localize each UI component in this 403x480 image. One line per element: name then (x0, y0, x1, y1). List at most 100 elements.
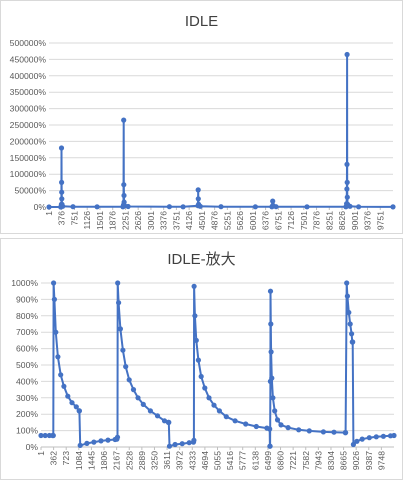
data-point (296, 427, 302, 433)
data-point (42, 432, 48, 439)
x-tick-label: 3972 (175, 451, 185, 470)
data-point (105, 437, 111, 443)
data-point (390, 204, 396, 210)
x-tick-label: 4876 (210, 211, 220, 230)
chart-idle-zoom: IDLE-放大 0% 100% 200% 300% 400% 500% 600% 700% 80… (11, 251, 397, 470)
data-point (206, 395, 212, 401)
x-tick-label: 2167 (112, 451, 122, 470)
x-tick-label: 1445 (86, 451, 96, 470)
y-tick-label: 400% (16, 376, 38, 386)
x-tick-label: 8665 (339, 451, 349, 470)
data-point (391, 432, 397, 439)
x-tick-label: 3751 (171, 211, 181, 230)
series-line (49, 53, 394, 208)
data-point (274, 417, 281, 423)
data-point (354, 438, 360, 444)
x-tick-label: 1 (36, 451, 46, 456)
x-tick-label: 2626 (133, 211, 143, 230)
data-point (116, 300, 122, 306)
data-point (268, 321, 274, 327)
x-tick-label: 6751 (273, 211, 283, 230)
data-point (344, 179, 350, 185)
x-tick-label: 4126 (184, 211, 194, 230)
data-point (347, 203, 353, 209)
x-tick-label: 6138 (250, 451, 260, 470)
x-tick-label: 9001 (350, 211, 360, 230)
data-point (373, 434, 379, 440)
x-tick-label: 2251 (120, 211, 130, 230)
x-tick-label: 7126 (286, 211, 296, 230)
data-point (73, 404, 79, 410)
y-tick-label: 500% (16, 360, 38, 370)
data-point (191, 283, 197, 289)
x-tick-label: 3611 (162, 451, 172, 470)
data-point (121, 192, 127, 199)
data-point (115, 280, 121, 286)
x-tick-label: 5416 (225, 451, 235, 470)
data-point (366, 435, 372, 441)
y-tick-label: 150000% (10, 153, 47, 163)
data-point (195, 196, 201, 202)
data-point (51, 296, 58, 302)
data-point (350, 339, 356, 345)
data-point (380, 433, 386, 439)
data-point (69, 400, 75, 406)
data-point (273, 204, 279, 210)
x-tick-label: 2889 (137, 451, 147, 470)
x-tick-label: 5626 (235, 211, 245, 230)
x-tick-label: 7221 (288, 451, 298, 470)
x-tick-label: 4501 (197, 211, 207, 230)
data-point (121, 117, 127, 123)
data-point (38, 432, 44, 439)
data-point (267, 443, 273, 449)
data-point (349, 331, 355, 337)
data-point (270, 395, 276, 401)
y-tick-label: 450000% (10, 54, 47, 64)
x-tick-label: 9026 (351, 451, 361, 470)
data-point (179, 441, 185, 447)
data-point (140, 401, 146, 407)
x-tick-label: 7876 (312, 211, 322, 230)
data-point (350, 441, 356, 448)
x-tick-label: 3001 (146, 211, 156, 230)
data-point (135, 395, 141, 401)
chart-panel-idle: IDLE 0% 50000% 100000% 150000% 200000% 250000… (0, 0, 403, 234)
data-point (223, 414, 229, 420)
data-point (53, 329, 59, 335)
data-point (346, 309, 352, 316)
data-point (59, 189, 65, 195)
data-point (344, 194, 350, 200)
data-point (84, 440, 90, 446)
data-point (195, 187, 201, 193)
data-point (347, 321, 353, 327)
x-tick-label: 9751 (375, 211, 385, 230)
data-point (267, 426, 273, 432)
data-point (344, 293, 350, 299)
x-tick-label: 8251 (324, 211, 334, 230)
data-point (192, 313, 198, 319)
data-point (268, 349, 274, 355)
y-tick-label: 200000% (10, 136, 47, 146)
data-point (320, 429, 326, 435)
data-point (344, 280, 350, 286)
data-point (147, 408, 153, 414)
y-tick-label: 0% (26, 442, 39, 452)
data-point (126, 377, 132, 383)
x-tick-label: 7582 (301, 451, 311, 470)
data-point (123, 364, 129, 370)
x-tick-label: 1806 (99, 451, 109, 470)
x-tick-label: 1876 (108, 211, 118, 230)
x-tick-label: 723 (61, 451, 71, 466)
data-point (344, 161, 350, 167)
x-tick-label: 7501 (299, 211, 309, 230)
data-point (232, 418, 238, 424)
data-point (98, 438, 104, 444)
data-point (60, 203, 66, 209)
x-tick-label: 751 (69, 211, 79, 226)
x-tick-label: 5777 (238, 451, 248, 470)
data-point (55, 354, 61, 360)
data-point (94, 204, 100, 210)
data-point (218, 204, 224, 210)
x-tick-label: 6001 (248, 211, 258, 230)
data-point (59, 196, 65, 202)
